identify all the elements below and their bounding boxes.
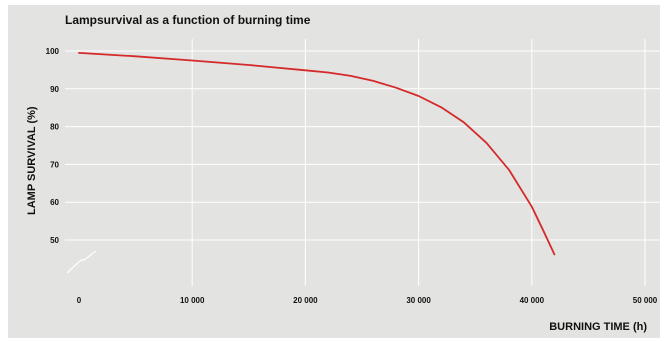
x-tick-label: 10 000 [180, 296, 205, 305]
chart-canvas: 50 60 70 80 90 100 0 10 000 20 000 30 000 40 000 50… [26, 13, 660, 333]
y-tick-label: 80 [50, 123, 59, 132]
chart-figure: 50 60 70 80 90 100 0 10 000 20 000 30 000 40 000 50… [8, 5, 660, 338]
x-tick-label: 30 000 [406, 296, 431, 305]
x-tick-label: 50 000 [633, 296, 658, 305]
y-tick-label: 70 [50, 160, 59, 169]
x-tick-label: 20 000 [293, 296, 318, 305]
x-tick-label: 0 [77, 296, 82, 305]
x-axis-label: BURNING TIME (h) [549, 321, 647, 333]
chart-title: Lampsurvival as a function of burning ti… [65, 13, 311, 27]
series-line [78, 52, 556, 256]
y-axis-label: LAMP SURVIVAL (%) [26, 106, 38, 215]
y-tick-label: 50 [50, 236, 59, 245]
axis-break-mark [66, 250, 97, 274]
y-tick-label: 60 [50, 198, 59, 207]
grid-layer [65, 39, 660, 286]
y-tick-label: 100 [46, 47, 60, 56]
y-tick-label: 90 [50, 85, 59, 94]
x-tick-label: 40 000 [520, 296, 545, 305]
series-layer [78, 52, 556, 256]
tick-labels: 50 60 70 80 90 100 0 10 000 20 000 30 000 40 000 50… [46, 47, 658, 305]
